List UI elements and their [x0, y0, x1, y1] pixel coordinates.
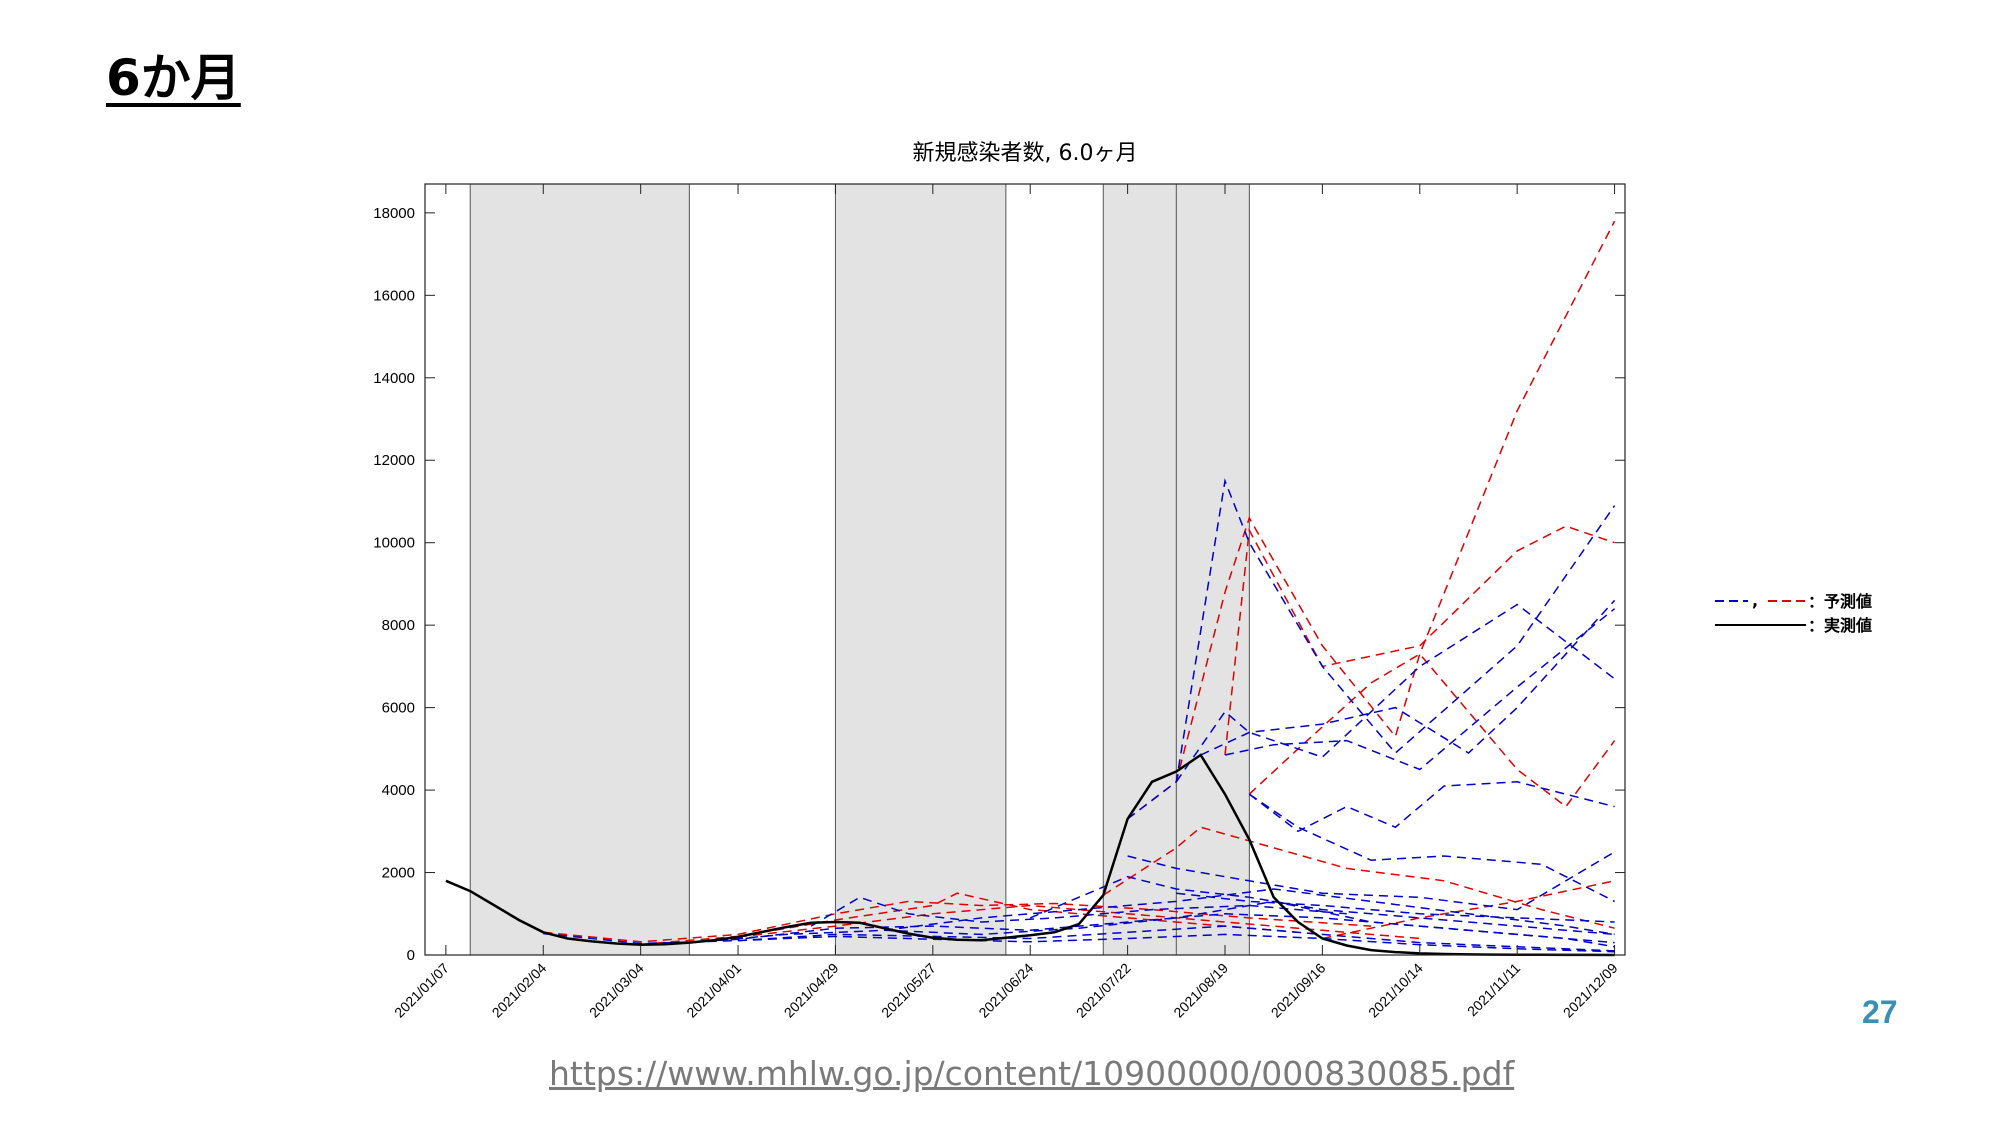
y-tick-label: 0: [407, 947, 415, 964]
y-tick-label: 18000: [373, 205, 415, 222]
y-tick-label: 8000: [382, 617, 415, 634]
predicted-red-line-1: [1127, 220, 1616, 820]
x-tick-label: 2021/12/09: [1560, 960, 1621, 1021]
x-tick-label: 2021/06/24: [975, 960, 1036, 1021]
predicted-blue-series: [543, 478, 1616, 953]
plot-frame: [424, 183, 1626, 956]
predicted-blue-line-1: [1127, 478, 1616, 820]
predicted-blue-line-7: [1127, 851, 1615, 911]
x-tick-label: 2021/09/16: [1268, 960, 1329, 1021]
predicted-blue-line-5: [1248, 781, 1615, 833]
predicted-blue-line-4: [1224, 608, 1616, 771]
predicted-blue-line-13: [737, 933, 1615, 953]
y-tick-label: 2000: [382, 865, 415, 882]
x-tick-label: 2021/04/01: [683, 960, 744, 1021]
shaded-period-1: [470, 184, 690, 955]
shaded-periods: [469, 184, 1250, 955]
chart: 0 2000 4000 6000 8000 10000 12000 14000 16000 180…: [373, 141, 1872, 1021]
y-tick-label: 12000: [373, 452, 415, 469]
page-number: 27: [1862, 994, 1898, 1030]
predicted-blue-line-9: [810, 896, 1347, 927]
predicted-red-line-6: [640, 892, 1323, 946]
legend-actual-label: ：実測値: [1808, 616, 1872, 635]
predicted-blue-line-15: [1176, 892, 1615, 923]
legend: , ：予測値 ：実測値: [1715, 591, 1872, 635]
y-tick-label: 6000: [382, 700, 415, 717]
x-tick-label: 2021/07/22: [1073, 960, 1134, 1021]
y-tick-label: 4000: [382, 782, 415, 799]
predicted-blue-line-6: [1248, 793, 1615, 903]
x-tick-label: 2021/04/29: [781, 960, 842, 1021]
predicted-red-line-4: [1102, 826, 1615, 929]
predicted-blue-line-8: [1029, 875, 1615, 936]
predicted-red-line-8: [1322, 880, 1615, 940]
y-tick-label: 10000: [373, 535, 415, 552]
predicted-blue-line-2: [1175, 603, 1616, 783]
shaded-period-2: [835, 184, 1006, 955]
legend-predicted-label: ：予測値: [1808, 592, 1872, 611]
predicted-red-line-2: [1224, 525, 1615, 756]
predicted-blue-line-11: [689, 900, 1615, 948]
y-tick-label: 14000: [373, 370, 415, 387]
y-axis: 0 2000 4000 6000 8000 10000 12000 14000 16000 180…: [373, 205, 1625, 964]
x-tick-label: 2021/03/04: [586, 960, 647, 1021]
x-tick-label: 2021/05/27: [878, 960, 939, 1021]
predicted-red-series: [543, 220, 1616, 946]
legend-comma: ,: [1752, 591, 1758, 610]
x-tick-label: 2021/02/04: [489, 960, 550, 1021]
x-tick-label: 2021/11/11: [1464, 960, 1524, 1020]
y-tick-label: 16000: [373, 287, 415, 304]
chart-title: 新規感染者数, 6.0ヶ月: [913, 141, 1138, 166]
predicted-blue-line-3: [1200, 599, 1616, 756]
x-tick-label: 2021/10/14: [1365, 960, 1426, 1021]
predicted-blue-line-14: [884, 888, 1615, 936]
slide-title: 6か月: [106, 49, 241, 107]
x-tick-label: 2021/01/07: [391, 960, 452, 1021]
x-tick-label: 2021/08/19: [1170, 960, 1231, 1021]
source-link[interactable]: https://www.mhlw.go.jp/content/10900000/…: [549, 1054, 1515, 1093]
